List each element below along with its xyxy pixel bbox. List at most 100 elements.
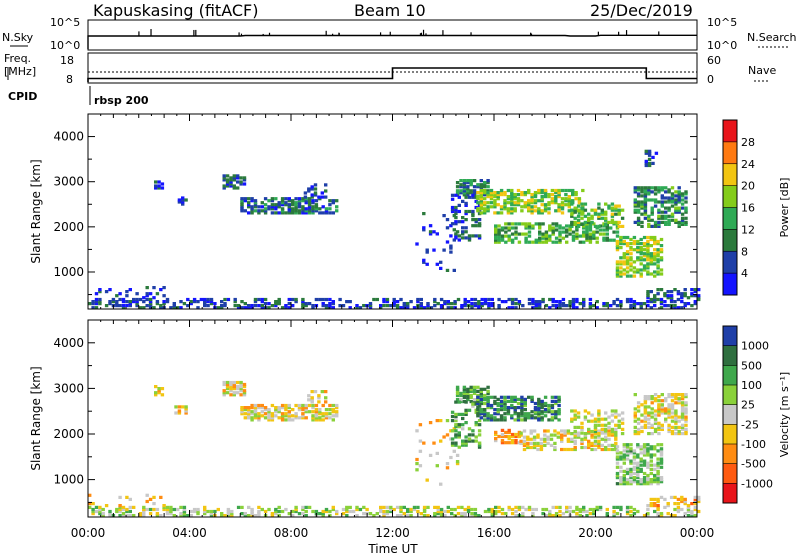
- velocity-cell: [453, 507, 457, 512]
- power-cell: [684, 206, 688, 210]
- velocity-cell: [640, 413, 644, 417]
- velocity-cell: [304, 406, 308, 410]
- velocity-cell: [148, 497, 153, 501]
- power-cell: [415, 242, 419, 246]
- power-cell: [642, 302, 647, 306]
- velocity-cell: [642, 459, 647, 463]
- power-cell: [464, 209, 468, 214]
- power-cell: [324, 211, 329, 215]
- x-tick-label: 12:00: [375, 526, 410, 540]
- power-cell: [547, 193, 551, 197]
- velocity-cell: [643, 405, 648, 409]
- velocity-cell: [541, 512, 545, 516]
- power-cell: [297, 209, 302, 213]
- power-cell: [425, 248, 429, 252]
- power-cell: [656, 260, 660, 264]
- power-cell: [643, 204, 648, 208]
- power-cell: [483, 183, 487, 187]
- power-cell: [489, 201, 494, 205]
- power-cell: [494, 224, 498, 228]
- power-cell: [600, 210, 604, 214]
- power-cell: [517, 232, 522, 236]
- power-cell: [489, 188, 494, 193]
- power-cell: [303, 195, 308, 199]
- power-cell: [666, 304, 670, 308]
- power-cell: [527, 188, 531, 193]
- power-cell: [531, 302, 535, 306]
- power-cell: [318, 297, 322, 302]
- velocity-cell: [506, 410, 511, 414]
- power-cell: [225, 174, 230, 178]
- power-cell: [653, 254, 657, 258]
- power-cell: [639, 252, 643, 256]
- velocity-cell: [355, 514, 359, 518]
- power-cell: [573, 222, 577, 226]
- power-cell: [510, 203, 514, 207]
- power-cell: [479, 201, 483, 205]
- velocity-cell: [311, 406, 315, 410]
- power-cell: [497, 230, 501, 234]
- velocity-cell: [686, 514, 691, 518]
- power-cell: [499, 211, 504, 215]
- power-cell: [422, 212, 426, 216]
- velocity-cell: [647, 395, 651, 399]
- velocity-cell: [510, 434, 515, 439]
- velocity-cell: [476, 385, 480, 389]
- velocity-cell: [464, 443, 468, 447]
- power-cell: [639, 242, 643, 246]
- velocity-cell: [461, 441, 465, 445]
- power-cell: [544, 234, 549, 238]
- power-cell: [643, 186, 648, 190]
- power-cell: [138, 297, 143, 302]
- power-cell: [513, 209, 517, 213]
- power-cell: [439, 260, 443, 264]
- power-cell: [497, 240, 501, 244]
- velocity-cell: [632, 465, 637, 469]
- power-cell: [314, 199, 319, 203]
- velocity-cell: [91, 509, 95, 514]
- power-cell: [445, 226, 450, 230]
- velocity-cell: [557, 410, 561, 414]
- velocity-cell: [486, 406, 490, 410]
- velocity-cell: [653, 463, 657, 467]
- velocity-cell: [642, 471, 647, 476]
- velocity-cell: [399, 505, 403, 509]
- power-cell: [541, 234, 545, 238]
- power-cell: [548, 226, 552, 230]
- power-cell: [677, 224, 681, 228]
- nsearch-tick-bottom: 10^0: [707, 39, 737, 52]
- power-cell: [476, 207, 480, 211]
- power-cell: [615, 244, 620, 248]
- velocity-cell: [142, 512, 146, 516]
- velocity-cell: [636, 482, 640, 486]
- colorbar-swatch: [723, 365, 737, 386]
- power-y-axis-title: Slant Range [km]: [29, 159, 43, 263]
- power-cell: [510, 188, 514, 193]
- velocity-cell: [620, 427, 625, 431]
- power-cell: [625, 252, 630, 256]
- velocity-cell: [588, 512, 593, 516]
- power-cell: [494, 234, 498, 238]
- power-cell: [580, 216, 584, 220]
- velocity-cell: [247, 416, 251, 420]
- power-cell: [489, 197, 494, 201]
- power-cell: [663, 300, 667, 304]
- power-cell: [313, 193, 318, 197]
- power-cell: [659, 300, 664, 304]
- velocity-cell: [297, 408, 302, 412]
- velocity-cell: [568, 505, 572, 509]
- power-cell: [680, 192, 685, 196]
- nsearch-tick-top: 10^5: [707, 16, 737, 29]
- velocity-cell: [250, 406, 254, 410]
- power-cell: [554, 300, 559, 304]
- velocity-cell: [636, 463, 640, 467]
- velocity-cell: [267, 412, 271, 416]
- power-cell: [247, 203, 251, 207]
- power-cell: [483, 197, 487, 201]
- velocity-cell: [610, 432, 615, 436]
- velocity-cell: [277, 514, 281, 518]
- power-cell: [568, 302, 572, 306]
- power-cell: [551, 300, 555, 304]
- power-cell: [577, 197, 582, 201]
- power-cell: [233, 304, 237, 308]
